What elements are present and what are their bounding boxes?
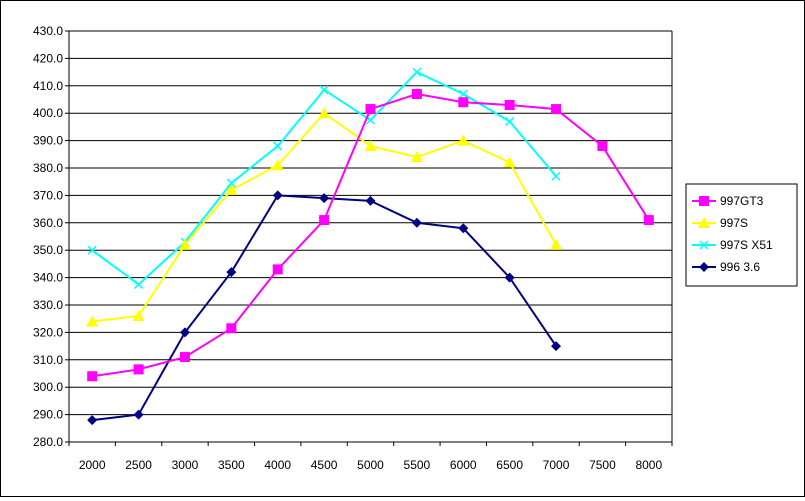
series-996-3-6 [87, 190, 562, 426]
x-axis-tick-labels: 2000 2500 3000 3500 4000 4500 5000 5500 6000 6500… [79, 458, 663, 472]
data-point-diamond [272, 190, 283, 201]
y-tick-label: 300.0 [33, 380, 63, 394]
data-point-square [643, 215, 654, 226]
data-point-square [319, 215, 330, 226]
legend-label: 996 3.6 [720, 260, 760, 274]
x-tick-label: 7500 [589, 458, 616, 472]
x-tick-label: 3500 [218, 458, 245, 472]
x-tick-label: 3000 [172, 458, 199, 472]
data-point-square [504, 99, 515, 110]
data-point-diamond [699, 262, 709, 272]
data-point-x [87, 245, 97, 255]
y-tick-label: 350.0 [33, 243, 63, 257]
data-point-x [458, 89, 468, 99]
data-point-diamond [226, 267, 237, 278]
data-point-triangle [271, 159, 284, 171]
data-point-square [597, 141, 608, 152]
x-tick-label: 8000 [635, 458, 662, 472]
series-line [92, 92, 650, 378]
x-tick-label: 5000 [357, 458, 384, 472]
data-point-diamond [179, 327, 190, 338]
legend-item: 997S [692, 216, 748, 230]
y-tick-label: 390.0 [33, 134, 63, 148]
data-point-square [272, 264, 283, 275]
legend-label: 997S [720, 216, 748, 230]
data-point-diamond [551, 341, 562, 352]
data-point-square [551, 104, 562, 115]
data-point-square [411, 89, 422, 100]
y-tick-label: 340.0 [33, 271, 63, 285]
y-tick-label: 310.0 [33, 353, 63, 367]
y-axis-tick-labels: 280.0 290.0 300.0 310.0 320.0 330.0 340.0 350.0… [33, 24, 63, 449]
data-point-x [699, 240, 709, 250]
y-tick-label: 370.0 [33, 188, 63, 202]
data-point-triangle [503, 156, 516, 168]
x-tick-label: 4000 [264, 458, 291, 472]
data-point-triangle [178, 238, 191, 250]
x-tick-label: 6500 [496, 458, 523, 472]
data-point-diamond [319, 193, 330, 204]
y-tick-label: 380.0 [33, 161, 63, 175]
data-point-triangle [698, 217, 710, 228]
data-point-diamond [365, 195, 376, 206]
data-point-triangle [132, 309, 145, 321]
axes [65, 30, 673, 446]
x-tick-label: 2000 [79, 458, 106, 472]
data-point-triangle [318, 107, 331, 119]
data-point-diamond [504, 272, 515, 283]
x-tick-label: 4500 [311, 458, 338, 472]
data-point-triangle [225, 183, 238, 195]
data-point-square [458, 97, 469, 108]
y-tick-label: 320.0 [33, 325, 63, 339]
legend-label: 997GT3 [720, 194, 764, 208]
y-tick-label: 420.0 [33, 51, 63, 65]
data-point-diamond [411, 217, 422, 228]
data-point-diamond [458, 223, 469, 234]
gridlines [69, 30, 672, 443]
series-997s [86, 107, 563, 327]
data-point-triangle [457, 134, 470, 146]
data-point-x [505, 116, 515, 126]
x-tick-label: 6000 [450, 458, 477, 472]
data-point-square [699, 196, 709, 206]
data-point-square [133, 364, 144, 375]
data-point-square [226, 323, 237, 334]
y-tick-label: 400.0 [33, 106, 63, 120]
series-997gt3 [87, 89, 654, 382]
data-point-x [273, 141, 283, 151]
data-point-diamond [133, 409, 144, 420]
y-tick-label: 410.0 [33, 79, 63, 93]
legend-item: 997S X51 [692, 238, 773, 252]
data-point-x [319, 85, 329, 95]
legend-item: 996 3.6 [692, 260, 760, 274]
data-point-triangle [86, 315, 99, 327]
y-tick-label: 280.0 [33, 435, 63, 449]
x-tick-label: 7000 [543, 458, 570, 472]
legend: 997GT3 997S 997S X51 996 3.6 [685, 183, 798, 287]
data-point-square [179, 352, 190, 363]
legend-item: 997GT3 [692, 194, 764, 208]
data-point-triangle [364, 140, 377, 152]
data-point-x [412, 67, 422, 77]
data-point-square [87, 371, 98, 382]
data-point-x [226, 178, 236, 188]
data-point-square [365, 104, 376, 115]
y-tick-label: 360.0 [33, 216, 63, 230]
series-line [92, 194, 557, 422]
series-lines [86, 67, 654, 426]
data-point-x [551, 171, 561, 181]
x-tick-label: 5500 [404, 458, 431, 472]
y-tick-label: 330.0 [33, 298, 63, 312]
y-tick-label: 430.0 [33, 24, 63, 38]
legend-label: 997S X51 [720, 238, 773, 252]
y-tick-label: 290.0 [33, 408, 63, 422]
data-point-triangle [410, 151, 423, 163]
data-point-triangle [550, 238, 563, 250]
data-point-x [134, 279, 144, 289]
x-tick-label: 2500 [125, 458, 152, 472]
data-point-diamond [87, 415, 98, 426]
